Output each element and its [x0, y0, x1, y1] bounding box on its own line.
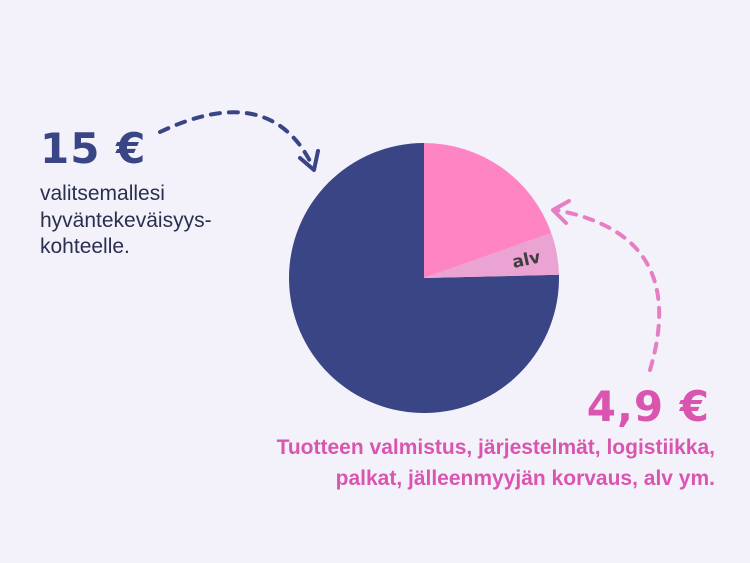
costs-amount: 4,9 € — [586, 382, 710, 431]
charity-description: valitsemallesi hyväntekeväisyys- kohteel… — [40, 182, 212, 258]
arrow-right — [551, 199, 662, 372]
costs-description: Tuotteen valmistus, järjestelmät, logist… — [276, 436, 715, 490]
pie-slice-1 — [424, 143, 552, 278]
arrow-right-head-icon — [551, 199, 571, 225]
arrow-right-line — [554, 208, 662, 372]
pie-slice-2 — [424, 233, 559, 278]
arrow-left-line — [158, 110, 314, 167]
charity-amount: 15 € — [40, 124, 147, 173]
pie-slice-0 — [289, 143, 560, 413]
pie-slices — [289, 143, 560, 413]
arrow-left-head-icon — [298, 149, 320, 172]
arrow-left — [158, 110, 320, 172]
